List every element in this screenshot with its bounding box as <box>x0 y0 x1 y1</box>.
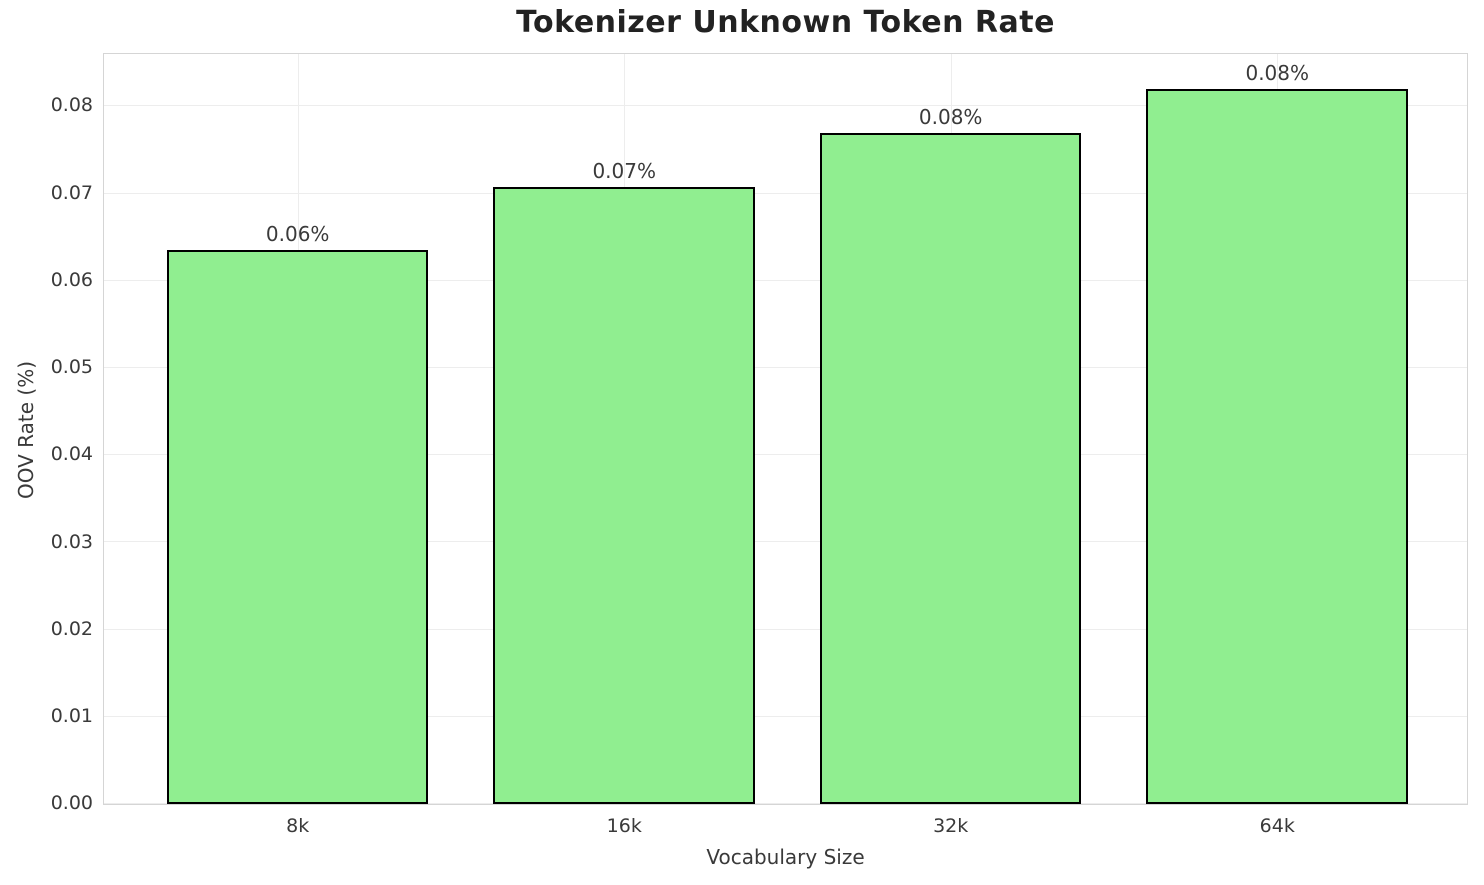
bar-8k: 0.06% <box>166 222 429 804</box>
gridline-horizontal <box>104 366 1467 368</box>
gridline-horizontal <box>104 628 1467 630</box>
gridline-horizontal <box>104 454 1467 456</box>
y-axis-label: OOV Rate (%) <box>14 361 38 499</box>
y-tick-label: 0.08 <box>50 94 93 117</box>
gridline-horizontal <box>104 715 1467 717</box>
bar-32k: 0.08% <box>819 105 1082 804</box>
y-tick-label: 0.00 <box>50 792 93 815</box>
y-tick-label: 0.05 <box>50 356 93 379</box>
bar-16k: 0.07% <box>493 159 756 804</box>
bar-value-label: 0.08% <box>1245 60 1310 85</box>
y-tick-label: 0.01 <box>50 704 93 727</box>
gridline-horizontal <box>104 803 1467 804</box>
gridline-horizontal <box>104 279 1467 281</box>
gridline-horizontal <box>104 192 1467 194</box>
x-tick-label: 32k <box>933 815 969 837</box>
bar-value-label: 0.06% <box>265 222 330 247</box>
y-tick-label: 0.03 <box>50 530 93 553</box>
x-tick-label: 64k <box>1259 815 1295 837</box>
chart-title: Tokenizer Unknown Token Rate <box>516 5 1055 40</box>
bar-value-label: 0.08% <box>918 104 983 129</box>
x-tick-label: 8k <box>286 815 310 837</box>
bar-value-label: 0.07% <box>592 159 657 184</box>
x-axis-label: Vocabulary Size <box>706 845 865 869</box>
gridline-horizontal <box>104 105 1467 107</box>
y-tick-label: 0.02 <box>50 617 93 640</box>
y-tick-label: 0.04 <box>50 443 93 466</box>
y-tick-label: 0.06 <box>50 268 93 291</box>
plot-area: 0.06% 0.07% 0.08% 0.08% 0.00 0.01 0.02 0.03 0.0… <box>51 53 1468 837</box>
bar-64k: 0.08% <box>1146 61 1409 804</box>
y-tick-label: 0.07 <box>50 181 93 204</box>
gridline-horizontal <box>104 541 1467 543</box>
x-tick-label: 16k <box>606 815 642 837</box>
